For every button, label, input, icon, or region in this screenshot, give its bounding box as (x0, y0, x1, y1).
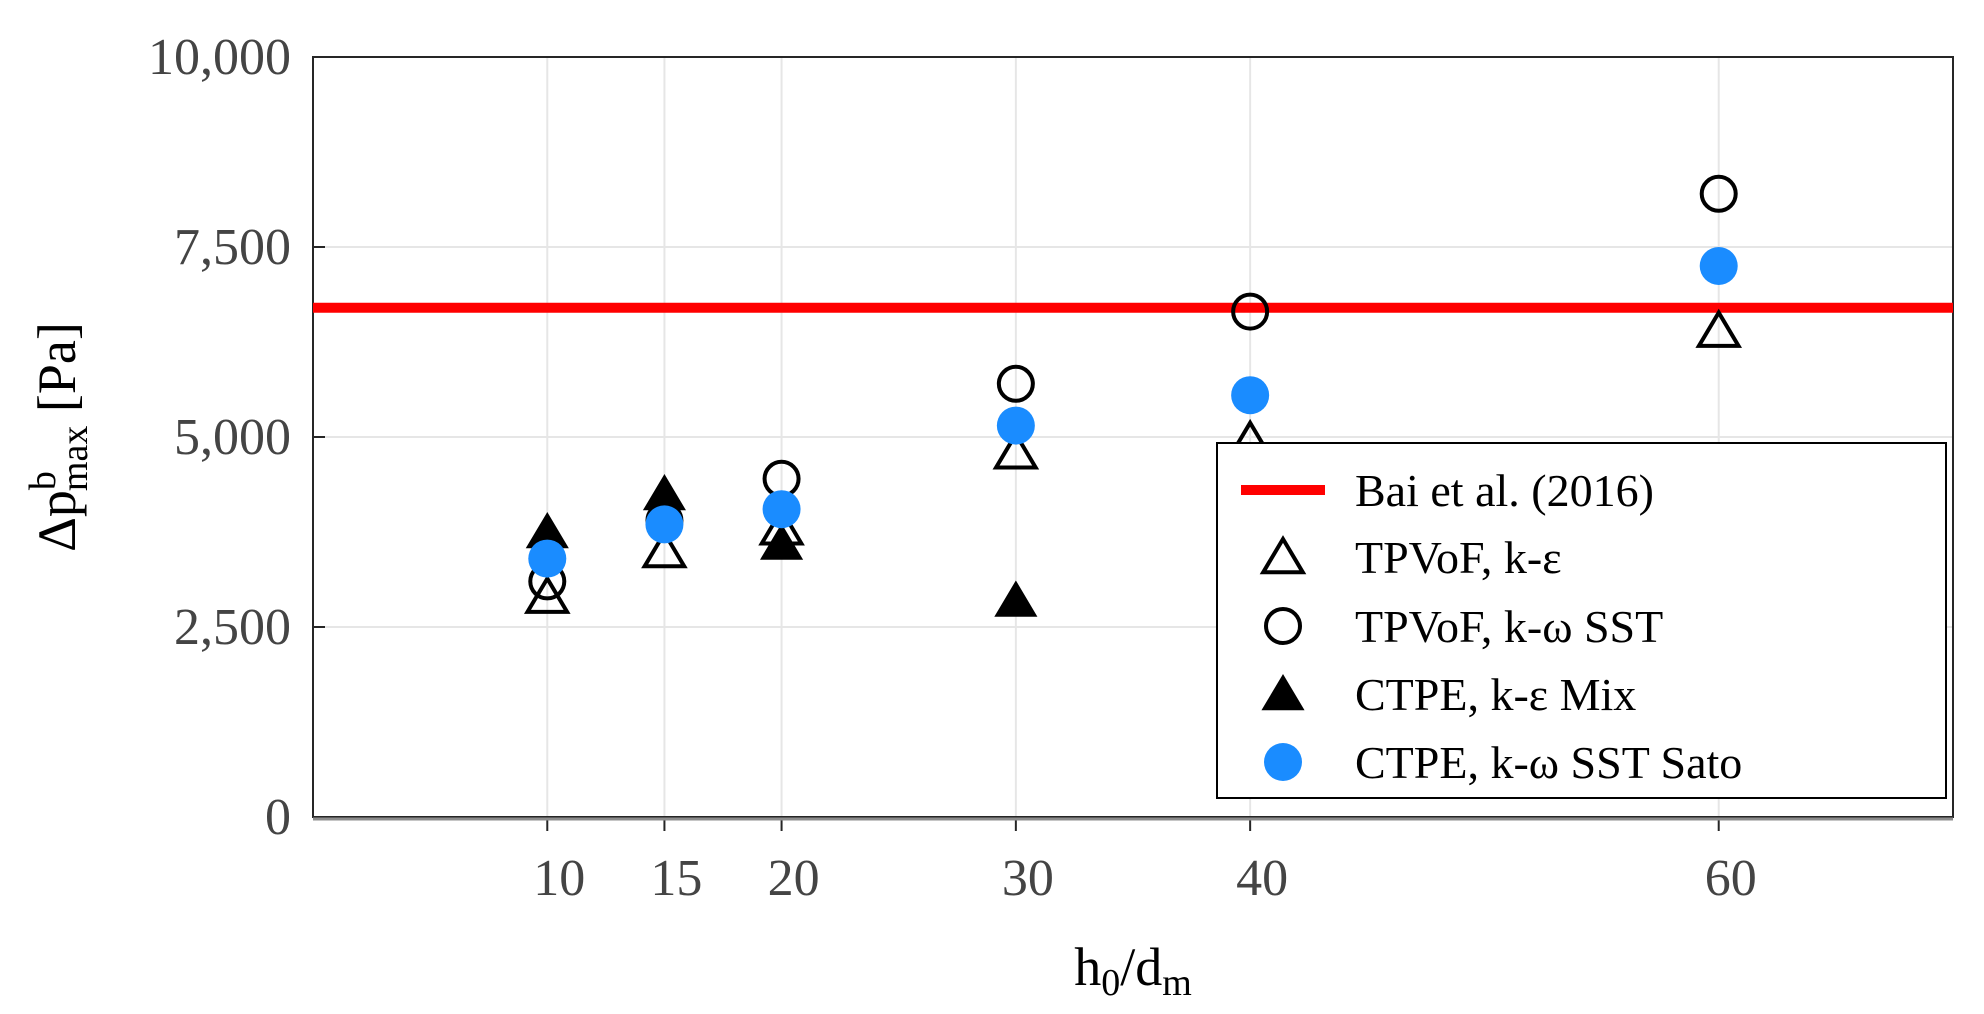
legend: Bai et al. (2016) TPVoF, k-ε TPVoF, k-ω … (1216, 442, 1947, 799)
x-tick-label: 60 (1705, 850, 1757, 907)
legend-marker-series-1 (1264, 607, 1302, 645)
data-point-series-3 (1699, 247, 1738, 285)
legend-marker-series-2 (1261, 674, 1305, 711)
data-point-series-3 (528, 539, 567, 578)
data-point-series-3 (1231, 376, 1270, 415)
data-point-series-1 (1231, 292, 1270, 331)
data-point-series-3 (762, 490, 801, 529)
x-tick-label: 15 (650, 850, 702, 907)
y-tick-label: 10,000 (148, 29, 291, 86)
legend-markers (1259, 535, 1307, 781)
data-point-series-0 (1695, 308, 1743, 348)
y-tick-label: 0 (265, 789, 291, 846)
data-point-series-2 (642, 474, 686, 511)
data-point-series-1 (1699, 174, 1738, 213)
legend-box (1216, 442, 1947, 799)
y-axis-label: Δpbmax [Pa] (22, 322, 96, 552)
y-tick-label: 7,500 (174, 219, 291, 276)
data-point-series-3 (645, 505, 684, 544)
data-point-series-2 (994, 580, 1038, 617)
x-tick-label: 40 (1236, 850, 1288, 907)
legend-marker-series-3 (1264, 743, 1302, 781)
legend-label-tpvof-kw: TPVoF, k-ω SST (1355, 601, 1663, 652)
data-point-series-3 (996, 406, 1035, 445)
legend-label-ctpe-ke: CTPE, k-ε Mix (1355, 669, 1636, 720)
legend-label-ctpe-kw: CTPE, k-ω SST Sato (1355, 737, 1742, 788)
data-point-series-0 (641, 529, 688, 569)
x-tick-label: 10 (533, 850, 585, 907)
data-point-series-2 (760, 523, 804, 560)
x-axis-label: h0/dm (1074, 937, 1192, 1004)
legend-label-bai: Bai et al. (2016) (1355, 465, 1654, 516)
data-point-series-1 (996, 364, 1035, 403)
x-tick-label: 20 (768, 850, 820, 907)
x-tick-label: 30 (1002, 850, 1054, 907)
y-tick-label: 5,000 (174, 409, 291, 466)
legend-label-tpvof-ke: TPVoF, k-ε (1355, 532, 1562, 583)
y-tick-label: 2,500 (174, 599, 291, 656)
y-axis-ticks: 0 2,500 5,000 7,500 10,000 (148, 29, 325, 846)
data-point-series-0 (992, 430, 1040, 470)
legend-marker-series-0 (1259, 535, 1307, 575)
x-axis-ticks: 10 15 20 30 40 60 (313, 817, 1953, 907)
